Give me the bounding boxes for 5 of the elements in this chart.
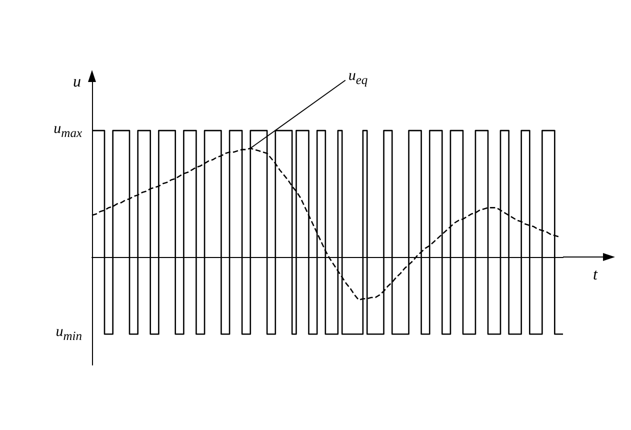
x-axis-title: t (593, 266, 598, 284)
text: u$_{max}$ (54, 120, 82, 142)
y-axis-title: u (73, 74, 81, 90)
text: u$_{eq}$ (348, 67, 368, 90)
text: u$_{min}$ (56, 323, 82, 346)
